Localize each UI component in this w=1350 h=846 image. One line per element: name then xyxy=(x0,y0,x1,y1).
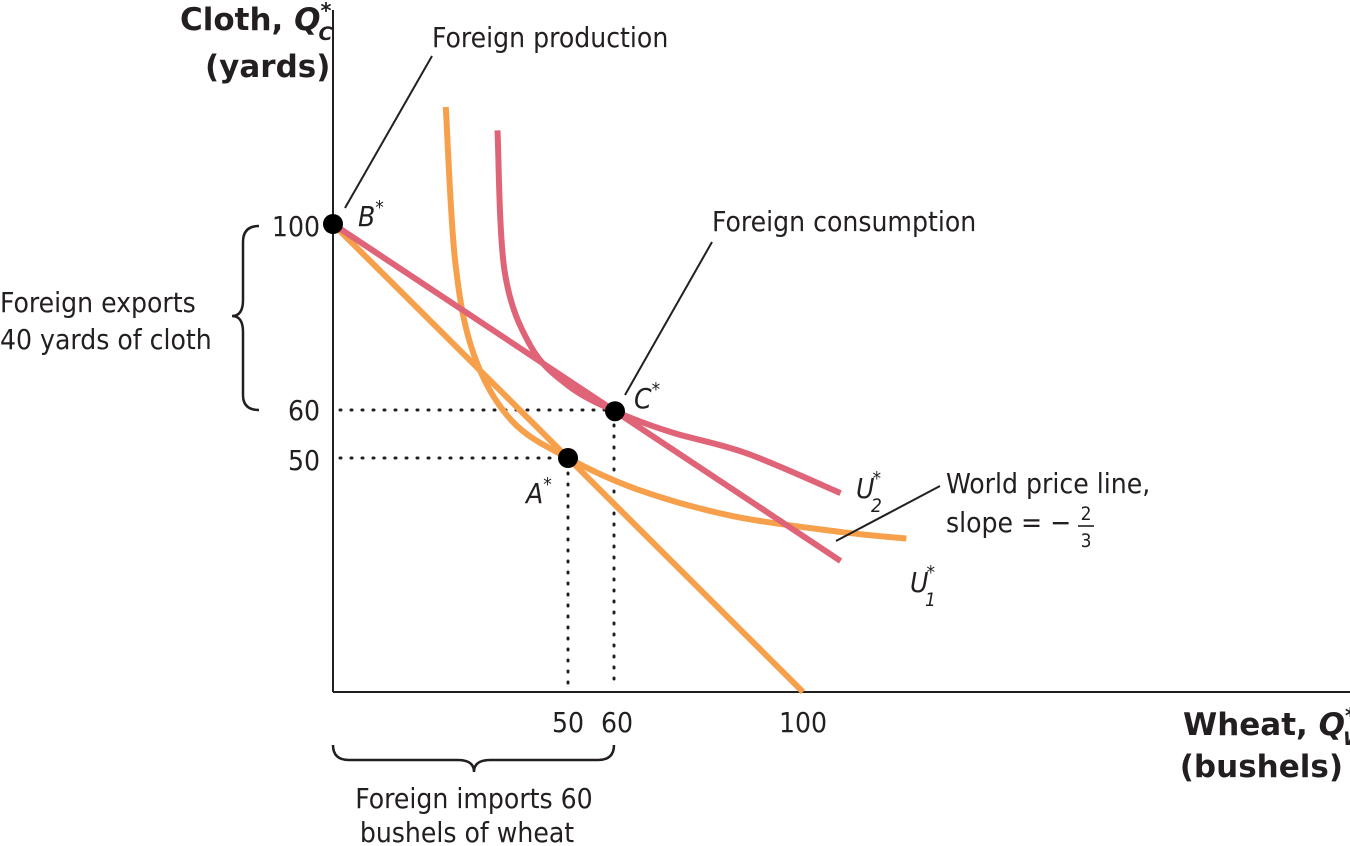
point-b-star xyxy=(323,214,343,234)
x-axis-unit: (bushels) xyxy=(1180,749,1343,785)
annotation-exports-line2: 40 yards of cloth xyxy=(0,323,212,356)
annotation-foreign-production: Foreign production xyxy=(432,21,668,54)
point-label-a: A* xyxy=(524,474,552,510)
annotation-world-price-line: World price line, xyxy=(946,467,1150,500)
point-a-star xyxy=(558,448,578,468)
imports-brace xyxy=(331,744,616,773)
slope-denominator: 3 xyxy=(1081,530,1092,552)
curve-label-u1: U* 1 xyxy=(910,562,936,611)
annotation-foreign-consumption: Foreign consumption xyxy=(712,205,976,238)
x-tick-100: 100 xyxy=(779,706,827,739)
x-tick-50: 50 xyxy=(552,706,584,739)
y-axis-unit: (yards) xyxy=(205,49,330,85)
curve-label-u2: U* 2 xyxy=(856,468,882,517)
y-tick-50: 50 xyxy=(288,444,320,477)
leader-foreign-production xyxy=(344,55,433,209)
x-tick-60: 60 xyxy=(601,706,633,739)
annotation-slope: slope = − xyxy=(946,506,1071,539)
point-c-star xyxy=(605,401,625,422)
indifference-curve-u2 xyxy=(494,130,842,496)
indifference-curve-u1 xyxy=(442,106,907,542)
point-label-c: C* xyxy=(634,379,661,415)
point-label-b: B* xyxy=(358,197,384,233)
y-axis-title: Cloth, Q* C xyxy=(180,0,332,45)
x-axis-title: Wheat, Q*W xyxy=(1183,704,1350,750)
world-price-line xyxy=(331,221,843,564)
leader-world-price-line xyxy=(835,485,941,542)
exports-brace xyxy=(231,224,260,412)
annotation-imports-line1: Foreign imports 60 xyxy=(355,782,592,815)
y-tick-60: 60 xyxy=(288,394,320,427)
y-tick-100: 100 xyxy=(272,210,320,243)
annotation-imports-line2: bushels of wheat xyxy=(360,816,574,846)
slope-numerator: 2 xyxy=(1081,503,1092,525)
annotation-exports-line1: Foreign exports xyxy=(0,286,196,319)
leader-foreign-consumption xyxy=(624,241,713,396)
